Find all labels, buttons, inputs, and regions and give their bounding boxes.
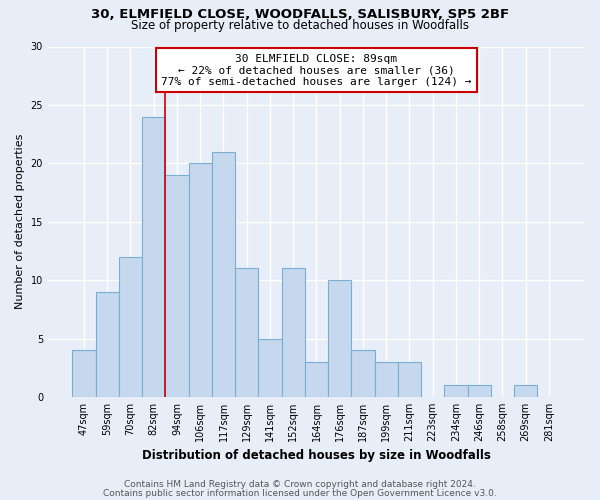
Bar <box>374 362 398 397</box>
Bar <box>142 116 166 397</box>
Text: 30, ELMFIELD CLOSE, WOODFALLS, SALISBURY, SP5 2BF: 30, ELMFIELD CLOSE, WOODFALLS, SALISBURY… <box>91 8 509 20</box>
X-axis label: Distribution of detached houses by size in Woodfalls: Distribution of detached houses by size … <box>142 450 491 462</box>
Bar <box>212 152 235 397</box>
Bar <box>259 338 281 397</box>
Bar <box>95 292 119 397</box>
Text: Size of property relative to detached houses in Woodfalls: Size of property relative to detached ho… <box>131 18 469 32</box>
Bar <box>305 362 328 397</box>
Bar <box>166 175 188 397</box>
Bar <box>119 257 142 397</box>
Bar <box>328 280 352 397</box>
Bar <box>281 268 305 397</box>
Bar <box>73 350 95 397</box>
Bar <box>235 268 259 397</box>
Bar <box>467 385 491 397</box>
Text: Contains HM Land Registry data © Crown copyright and database right 2024.: Contains HM Land Registry data © Crown c… <box>124 480 476 489</box>
Bar <box>445 385 467 397</box>
Bar <box>188 164 212 397</box>
Y-axis label: Number of detached properties: Number of detached properties <box>15 134 25 310</box>
Bar <box>514 385 538 397</box>
Bar <box>398 362 421 397</box>
Text: Contains public sector information licensed under the Open Government Licence v3: Contains public sector information licen… <box>103 488 497 498</box>
Text: 30 ELMFIELD CLOSE: 89sqm
← 22% of detached houses are smaller (36)
77% of semi-d: 30 ELMFIELD CLOSE: 89sqm ← 22% of detach… <box>161 54 472 86</box>
Bar <box>352 350 374 397</box>
